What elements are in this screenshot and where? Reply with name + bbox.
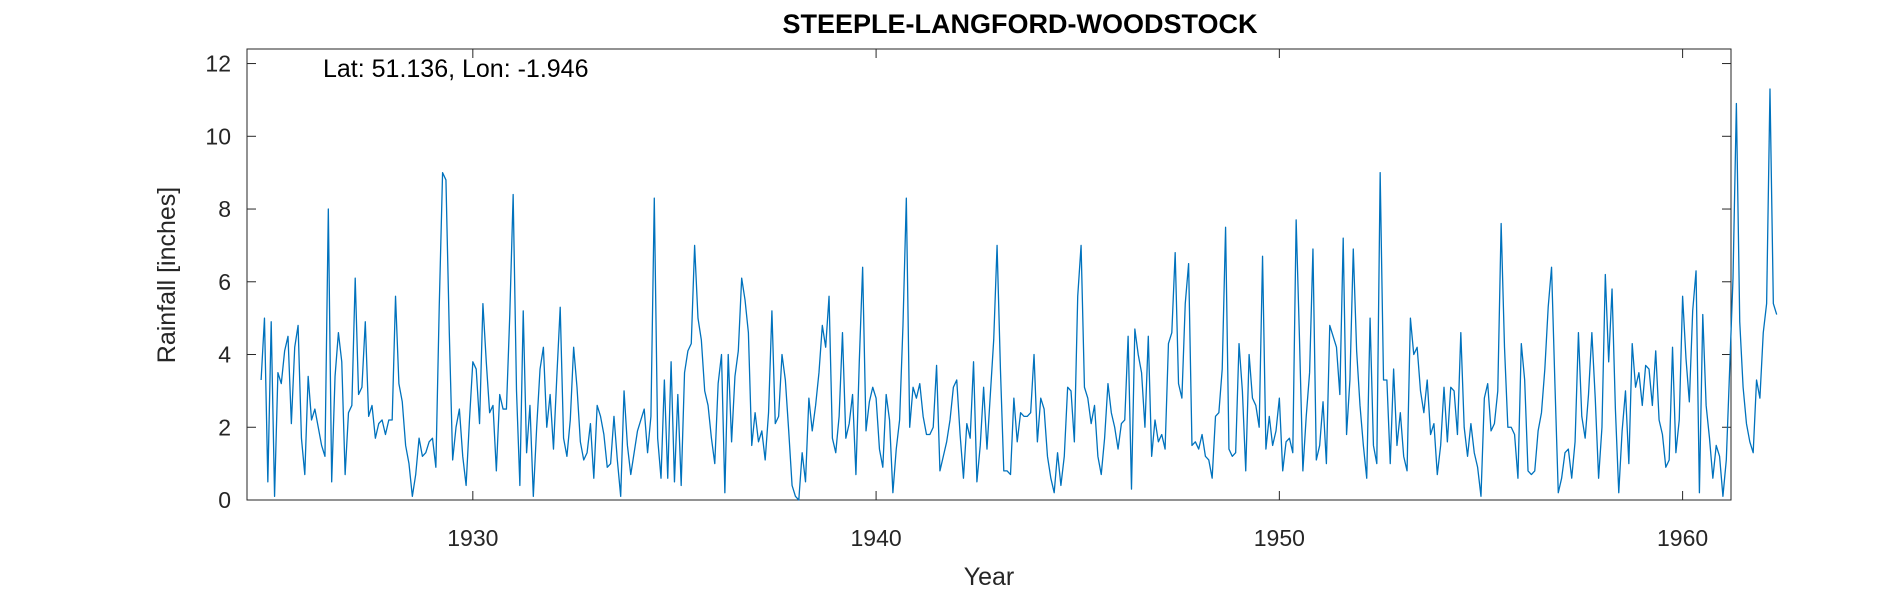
rainfall-series-line bbox=[260, 88, 1778, 501]
y-tick-label: 4 bbox=[218, 342, 231, 368]
y-tick-label: 6 bbox=[218, 269, 231, 295]
x-axis-ticks: 1930 1940 1950 1960 bbox=[447, 49, 1708, 551]
y-axis-ticks: 0 2 4 6 8 10 12 bbox=[205, 51, 1731, 513]
y-tick-label: 10 bbox=[205, 123, 231, 149]
x-axis-label: Year bbox=[964, 563, 1015, 591]
x-tick-label: 1960 bbox=[1657, 525, 1708, 551]
y-tick-label: 8 bbox=[218, 196, 231, 222]
y-axis-label: Rainfall [inches] bbox=[153, 187, 181, 363]
x-tick-label: 1930 bbox=[447, 525, 498, 551]
location-annotation: Lat: 51.136, Lon: -1.946 bbox=[323, 55, 589, 83]
y-tick-label: 2 bbox=[218, 414, 231, 440]
x-tick-label: 1950 bbox=[1254, 525, 1305, 551]
y-tick-label: 12 bbox=[205, 51, 231, 77]
plot-area bbox=[246, 48, 1732, 501]
chart-title: STEEPLE-LANGFORD-WOODSTOCK bbox=[783, 9, 1258, 39]
x-tick-label: 1940 bbox=[851, 525, 902, 551]
y-tick-label: 0 bbox=[218, 487, 231, 513]
